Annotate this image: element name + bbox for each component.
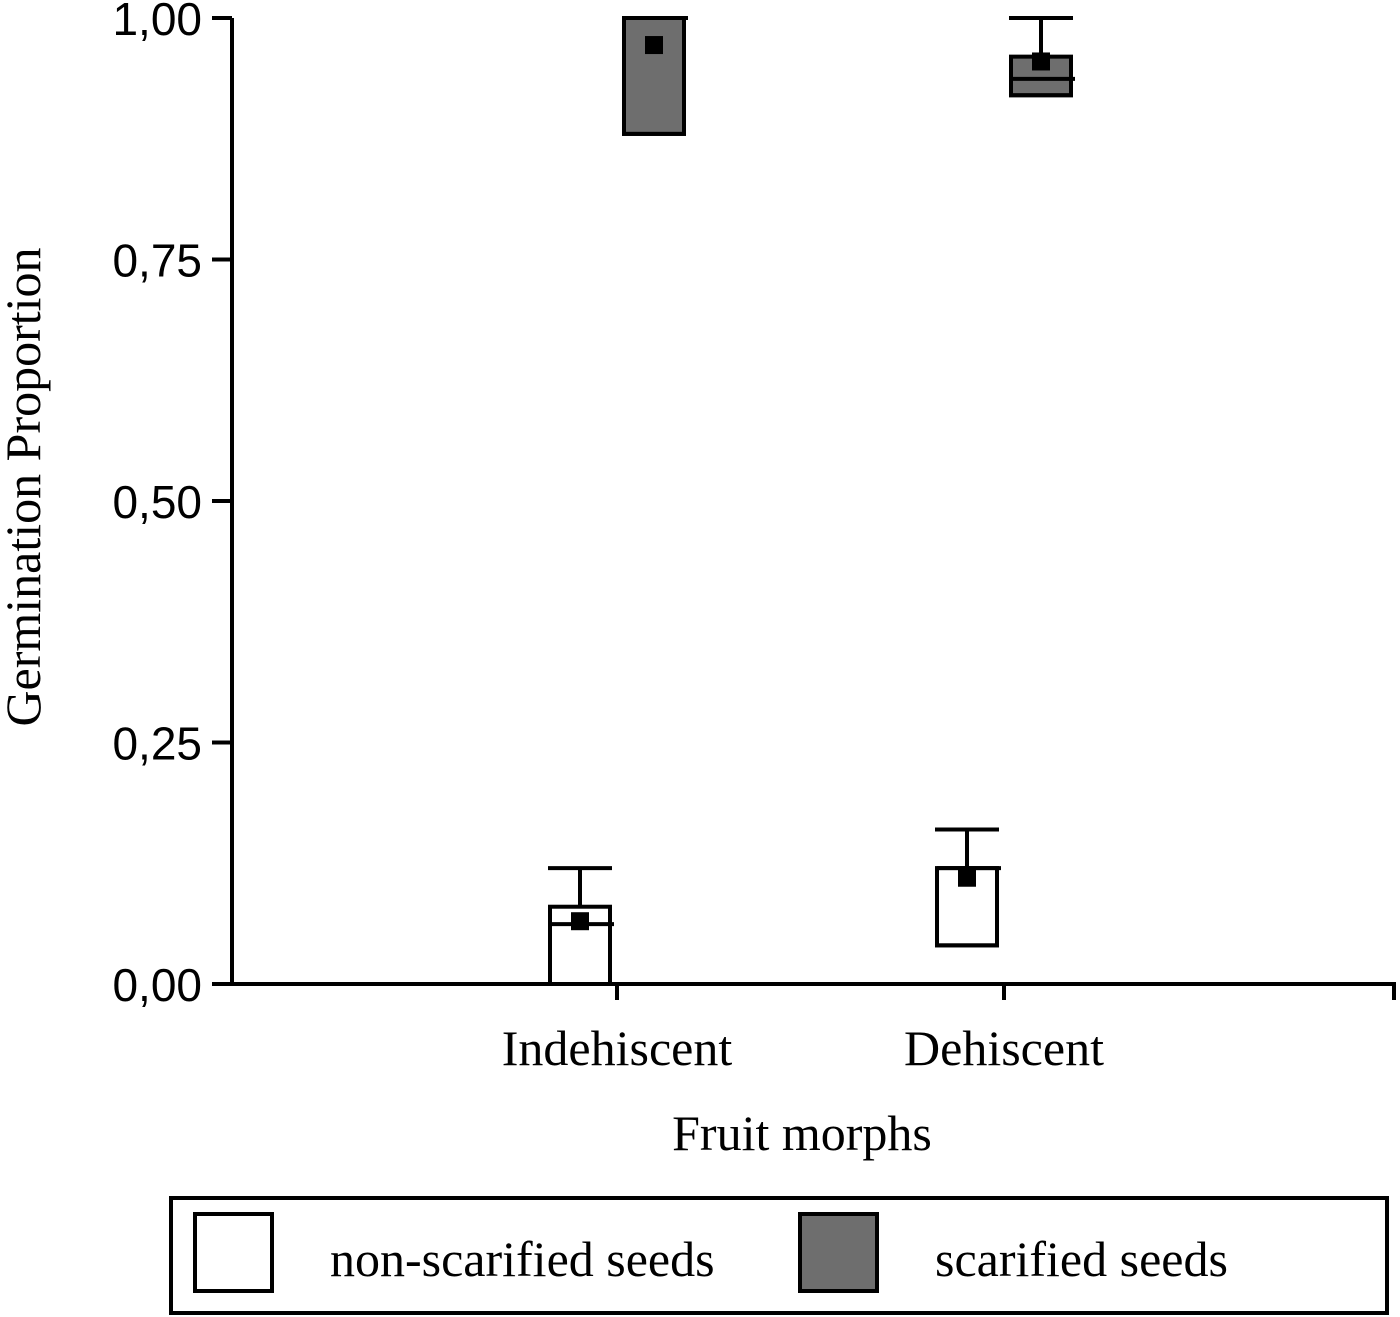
legend-frame [169, 1196, 1389, 1315]
box-non-scarified-seeds-dehiscent [935, 827, 1001, 948]
box-scarified-seeds-indehiscent [622, 16, 688, 136]
x-tick-label: Indehiscent [502, 1020, 733, 1076]
legend-label-non-scarified: non-scarified seeds [330, 1231, 715, 1287]
mean-marker [958, 868, 976, 887]
iqr-box [622, 16, 686, 136]
y-tick-label: 1,00 [112, 0, 202, 45]
mean-marker [571, 912, 589, 931]
mean-marker [645, 36, 663, 55]
y-tick-label: 0,00 [112, 959, 202, 1011]
y-ticks: 0,00 0,25 0,50 0,75 1,00 [112, 0, 232, 1011]
mean-marker [1032, 52, 1050, 71]
box-series [548, 16, 1075, 986]
x-ticks: Indehiscent Dehiscent [502, 984, 1104, 1076]
legend: non-scarified seeds scarified seeds [169, 1196, 1389, 1315]
box-scarified-seeds-dehiscent [1009, 16, 1075, 98]
x-tick-label: Dehiscent [904, 1020, 1104, 1076]
y-tick-label: 0,75 [112, 235, 202, 287]
y-tick-label: 0,25 [112, 718, 202, 770]
legend-swatch-non-scarified [193, 1212, 274, 1293]
x-axis-label: Fruit morphs [672, 1105, 932, 1161]
legend-swatch-scarified [798, 1212, 879, 1293]
legend-label-scarified: scarified seeds [935, 1231, 1228, 1287]
box-non-scarified-seeds-indehiscent [548, 866, 614, 986]
y-tick-label: 0,50 [112, 476, 202, 528]
y-axis-label: Germination Proportion [0, 247, 51, 726]
axes: 0,00 0,25 0,50 0,75 1,00 Indehiscent Dehiscen… [112, 0, 1396, 1076]
